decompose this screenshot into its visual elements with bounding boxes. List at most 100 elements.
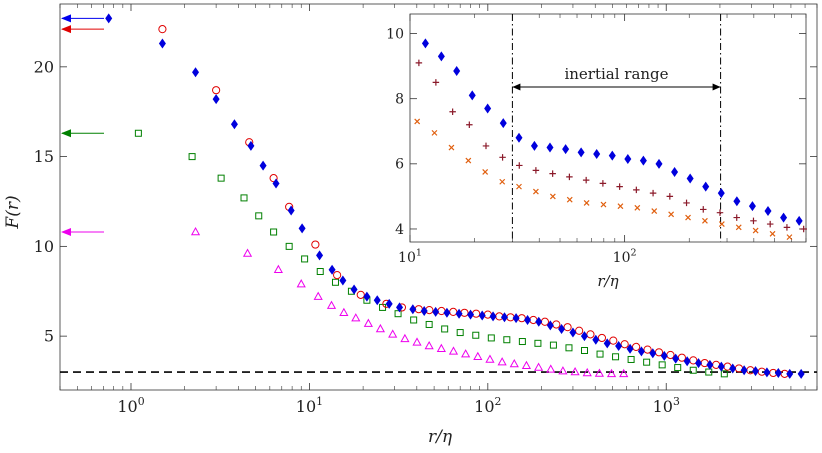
- main-point-triangle: [424, 340, 434, 350]
- main-point-diamond: [396, 302, 404, 313]
- main-point-triangle: [606, 368, 617, 378]
- inset-point-diamond: [764, 206, 772, 217]
- main-point-square: [518, 338, 526, 346]
- inset-point-plus: [616, 183, 623, 190]
- main-point-diamond: [363, 291, 371, 302]
- limit-arrow-head: [61, 14, 71, 23]
- inset-xlabel: r/η: [597, 272, 618, 290]
- main-point-diamond: [695, 358, 703, 369]
- main-point-circle: [460, 308, 469, 317]
- main-xtick-label: 103: [653, 395, 680, 416]
- inset-ytick-label: 4: [395, 222, 404, 238]
- main-point-diamond: [500, 312, 508, 323]
- inset-point-cross: [685, 214, 691, 221]
- main-plot-frame: [59, 3, 818, 391]
- inset-point-cross: [516, 183, 522, 190]
- main-point-circle: [609, 336, 618, 345]
- inset-point-diamond: [421, 38, 429, 49]
- inset-xtick-label: 102: [613, 248, 637, 266]
- main-point-square: [255, 212, 263, 220]
- inset-xtick-label: 101: [398, 248, 422, 266]
- inset-point-diamond: [624, 153, 632, 164]
- main-point-diamond: [615, 341, 623, 352]
- main-point-square: [456, 329, 464, 337]
- main-point-square: [534, 339, 542, 347]
- main-point-triangle: [412, 337, 422, 346]
- inset-point-diamond: [655, 158, 663, 169]
- main-point-triangle: [400, 333, 410, 343]
- main-point-triangle: [190, 226, 201, 236]
- inset-point-plus: [549, 170, 556, 177]
- main-point-triangle: [436, 343, 446, 352]
- main-point-triangle: [521, 360, 532, 370]
- inset-point-plus: [482, 142, 490, 150]
- main-point-diamond: [729, 363, 737, 374]
- main-point-square: [410, 316, 418, 324]
- main-point-triangle: [473, 351, 483, 361]
- main-point-diamond: [247, 140, 255, 151]
- main-point-triangle: [273, 264, 283, 273]
- main-xtick-label: 102: [474, 395, 501, 416]
- inset-point-plus: [415, 59, 423, 67]
- main-point-diamond: [752, 366, 760, 377]
- inset-plot-frame: [409, 13, 807, 243]
- main-point-square: [581, 347, 589, 355]
- main-point-circle: [563, 323, 572, 332]
- main-point-triangle: [619, 368, 629, 378]
- main-point-square: [565, 344, 573, 352]
- main-point-circle: [472, 309, 481, 318]
- main-point-diamond: [316, 250, 324, 261]
- main-point-triangle: [594, 368, 604, 377]
- inset-ytick-label: 6: [395, 157, 404, 173]
- main-point-diamond: [409, 304, 417, 315]
- main-point-circle: [356, 290, 365, 299]
- main-point-diamond: [660, 350, 668, 361]
- inset-point-plus: [432, 79, 440, 86]
- inset-point-plus: [783, 224, 791, 231]
- main-point-diamond: [212, 94, 220, 105]
- main-point-square: [487, 334, 495, 342]
- inset-point-diamond: [780, 212, 788, 223]
- main-point-triangle: [485, 354, 495, 363]
- inset-point-cross: [600, 201, 607, 208]
- inset-point-cross: [448, 144, 455, 151]
- main-point-diamond: [259, 160, 267, 171]
- inset-point-plus: [599, 180, 607, 187]
- main-point-circle: [586, 330, 595, 339]
- inset-point-cross: [769, 230, 776, 237]
- main-point-circle: [597, 333, 607, 343]
- main-point-square: [425, 320, 433, 328]
- main-point-square: [643, 358, 651, 366]
- main-point-diamond: [443, 307, 451, 318]
- main-point-diamond: [455, 308, 463, 319]
- inset-point-cross: [499, 178, 506, 185]
- inset-point-diamond: [702, 181, 710, 192]
- main-point-square: [316, 268, 324, 276]
- main-point-square: [596, 350, 604, 358]
- main-point-square: [285, 242, 293, 250]
- main-point-triangle: [509, 358, 519, 368]
- inset-point-diamond: [608, 150, 616, 161]
- main-ytick-label: 5: [44, 327, 54, 346]
- inset-point-diamond: [593, 149, 601, 160]
- inertial-range-arrow-right: [712, 83, 721, 91]
- main-point-diamond: [420, 306, 428, 317]
- main-point-square: [472, 331, 480, 339]
- main-ytick-label: 20: [34, 57, 54, 76]
- inset-point-cross: [786, 234, 793, 241]
- main-point-square: [270, 228, 278, 236]
- main-point-diamond: [272, 178, 280, 189]
- inset-point-plus: [499, 154, 506, 161]
- main-point-diamond: [328, 264, 336, 275]
- main-point-diamond: [192, 67, 200, 78]
- inertial-range-label: inertial range: [564, 65, 668, 83]
- inset-point-diamond: [671, 166, 679, 177]
- inset-point-diamond: [515, 132, 523, 143]
- inset-point-plus: [766, 220, 774, 228]
- main-point-circle: [158, 25, 167, 34]
- main-point-diamond: [105, 13, 113, 24]
- main-point-diamond: [626, 343, 634, 354]
- main-point-circle: [540, 317, 550, 326]
- main-point-diamond: [385, 298, 393, 309]
